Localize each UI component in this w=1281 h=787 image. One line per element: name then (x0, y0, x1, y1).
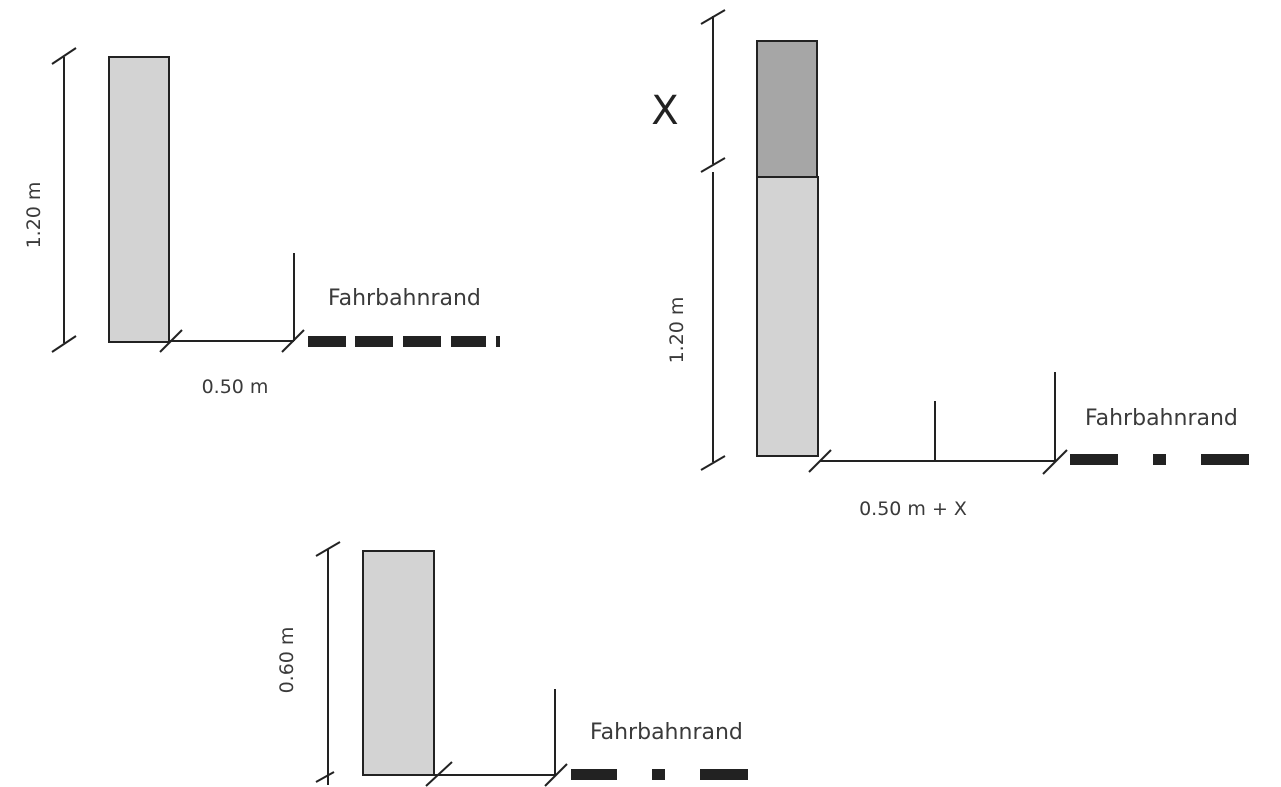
road-edge-dashes (571, 769, 748, 780)
road-edge-dashes (1070, 454, 1249, 465)
road-edge-dash (496, 336, 500, 347)
distance-dimension-tick-left (425, 761, 453, 787)
barrier-extension-block (756, 40, 818, 178)
height-dimension-tick-bottom (51, 335, 77, 353)
height-label: 0.60 m (276, 627, 298, 694)
distance-dimension-tick-left (159, 329, 183, 353)
height-dimension-tick-top (315, 541, 341, 557)
barrier-block (756, 176, 819, 457)
extension-label: X (651, 88, 678, 134)
road-edge-dash (1070, 454, 1118, 465)
distance-dimension-tick-left (808, 449, 832, 473)
diagram-top-left: 1.20 m 0.50 m Fahrbahnrand (23, 47, 500, 398)
distance-label: 0.50 m (202, 376, 269, 398)
road-edge-dash (571, 769, 617, 780)
road-edge-dash (403, 336, 441, 347)
diagram-top-right: X 1.20 m 0.50 m + X Fahrbahnrand (651, 9, 1249, 520)
barrier-block (362, 550, 435, 776)
road-edge-dash (1153, 454, 1166, 465)
road-edge-label: Fahrbahnrand (590, 720, 743, 745)
extension-dimension-tick-top (700, 9, 726, 25)
height-label: 1.20 m (666, 297, 688, 364)
diagram-bottom: 0.60 m Fahrbahnrand (276, 541, 748, 787)
height-dimension-tick-bottom (315, 771, 335, 783)
height-dimension-tick-bottom (700, 455, 726, 471)
extension-dimension-tick-bottom (700, 157, 726, 173)
height-dimension-tick-top (51, 47, 77, 65)
road-edge-dash (308, 336, 346, 347)
barrier-block (108, 56, 170, 343)
height-label: 1.20 m (23, 182, 45, 249)
road-edge-dash (1201, 454, 1249, 465)
distance-label: 0.50 m + X (859, 498, 967, 520)
distance-dimension-tick-right (1042, 449, 1068, 475)
road-edge-dashes (308, 336, 500, 347)
road-edge-dash (652, 769, 665, 780)
road-edge-dash (451, 336, 486, 347)
road-edge-label: Fahrbahnrand (328, 286, 481, 311)
road-edge-label: Fahrbahnrand (1085, 406, 1238, 431)
road-edge-dash (700, 769, 748, 780)
road-edge-dash (355, 336, 393, 347)
